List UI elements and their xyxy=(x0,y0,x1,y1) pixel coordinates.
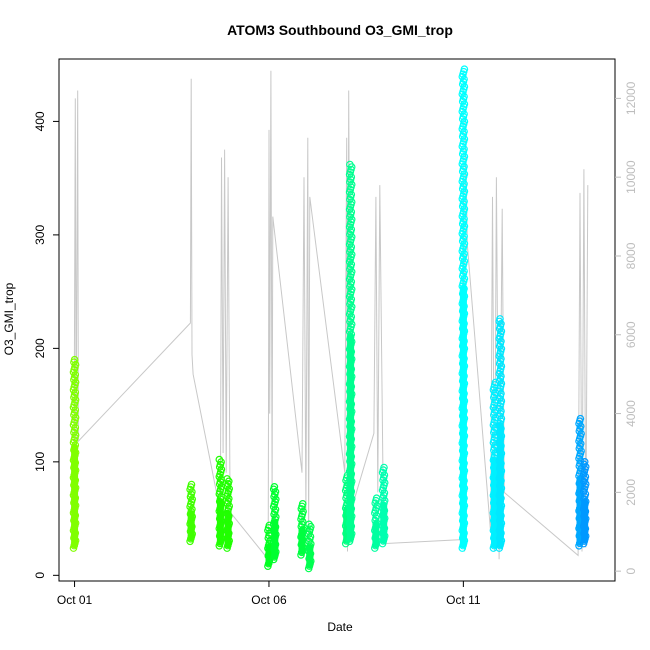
data-point xyxy=(460,65,469,74)
y2-tick-label: 8000 xyxy=(624,242,638,269)
y-tick-label: 0 xyxy=(33,572,47,579)
y2-tick-label: 12000 xyxy=(624,81,638,115)
data-point-cluster xyxy=(298,526,306,555)
data-point xyxy=(215,455,224,464)
data-point xyxy=(496,315,504,323)
data-points-layer xyxy=(69,65,590,573)
y-tick-label: 100 xyxy=(33,452,47,472)
data-point xyxy=(576,414,585,423)
x-tick-label: Oct 11 xyxy=(446,593,481,607)
data-column-12 xyxy=(458,65,469,552)
data-column-16 xyxy=(579,457,590,548)
data-column-0 xyxy=(69,355,80,552)
data-point xyxy=(223,475,231,483)
data-column-9 xyxy=(345,160,356,546)
data-column-5 xyxy=(269,482,280,564)
data-column-2 xyxy=(215,455,226,550)
y2-tick-label: 6000 xyxy=(624,321,638,348)
data-point xyxy=(70,355,79,364)
plot-frame xyxy=(58,58,616,582)
y-axis: 0 100 200 300 400 xyxy=(33,111,59,579)
data-column-14 xyxy=(495,315,506,552)
x-tick-label: Oct 01 xyxy=(57,593,93,607)
y2-tick-label: 0 xyxy=(624,567,638,574)
y-tick-label: 300 xyxy=(33,225,47,245)
data-point-cluster xyxy=(71,444,79,549)
data-point-cluster xyxy=(380,501,388,544)
data-point xyxy=(298,499,307,508)
y-tick-label: 400 xyxy=(33,111,47,131)
data-column-11 xyxy=(378,463,389,548)
data-point xyxy=(380,463,388,472)
data-column-3 xyxy=(223,475,234,552)
data-point-cluster xyxy=(271,519,279,560)
data-point xyxy=(346,160,354,169)
data-column-10 xyxy=(370,494,381,552)
data-point-cluster xyxy=(581,498,589,544)
x-axis-label: Date xyxy=(327,620,353,634)
data-point-cluster xyxy=(496,422,504,549)
data-point-cluster xyxy=(306,544,314,569)
y2-axis: 0 2000 4000 6000 8000 10000 12000 xyxy=(615,81,638,574)
data-point-cluster xyxy=(187,510,195,542)
altitude-track-layer xyxy=(73,70,589,561)
data-point-cluster xyxy=(216,498,224,546)
data-column-7 xyxy=(304,520,315,573)
chart-title: ATOM3 Southbound O3_GMI_trop xyxy=(227,22,453,38)
data-point xyxy=(305,520,313,529)
data-column-1 xyxy=(186,480,197,546)
data-point-cluster xyxy=(372,520,380,549)
x-tick-label: Oct 06 xyxy=(251,593,287,607)
x-axis: Oct 01 Oct 06 Oct 11 xyxy=(57,581,481,607)
data-point xyxy=(580,457,589,466)
data-point xyxy=(270,482,279,491)
data-point-cluster xyxy=(459,284,467,549)
data-point-cluster xyxy=(224,510,232,549)
y2-tick-label: 4000 xyxy=(624,400,638,427)
y2-tick-label: 10000 xyxy=(624,160,638,194)
altitude-track-line xyxy=(73,70,589,561)
data-point-cluster xyxy=(347,334,355,542)
y-axis-label: O3_GMI_trop xyxy=(2,282,16,355)
y-tick-label: 200 xyxy=(33,338,47,358)
data-column-6 xyxy=(297,499,307,559)
data-point xyxy=(187,480,196,489)
y2-tick-label: 2000 xyxy=(624,479,638,506)
